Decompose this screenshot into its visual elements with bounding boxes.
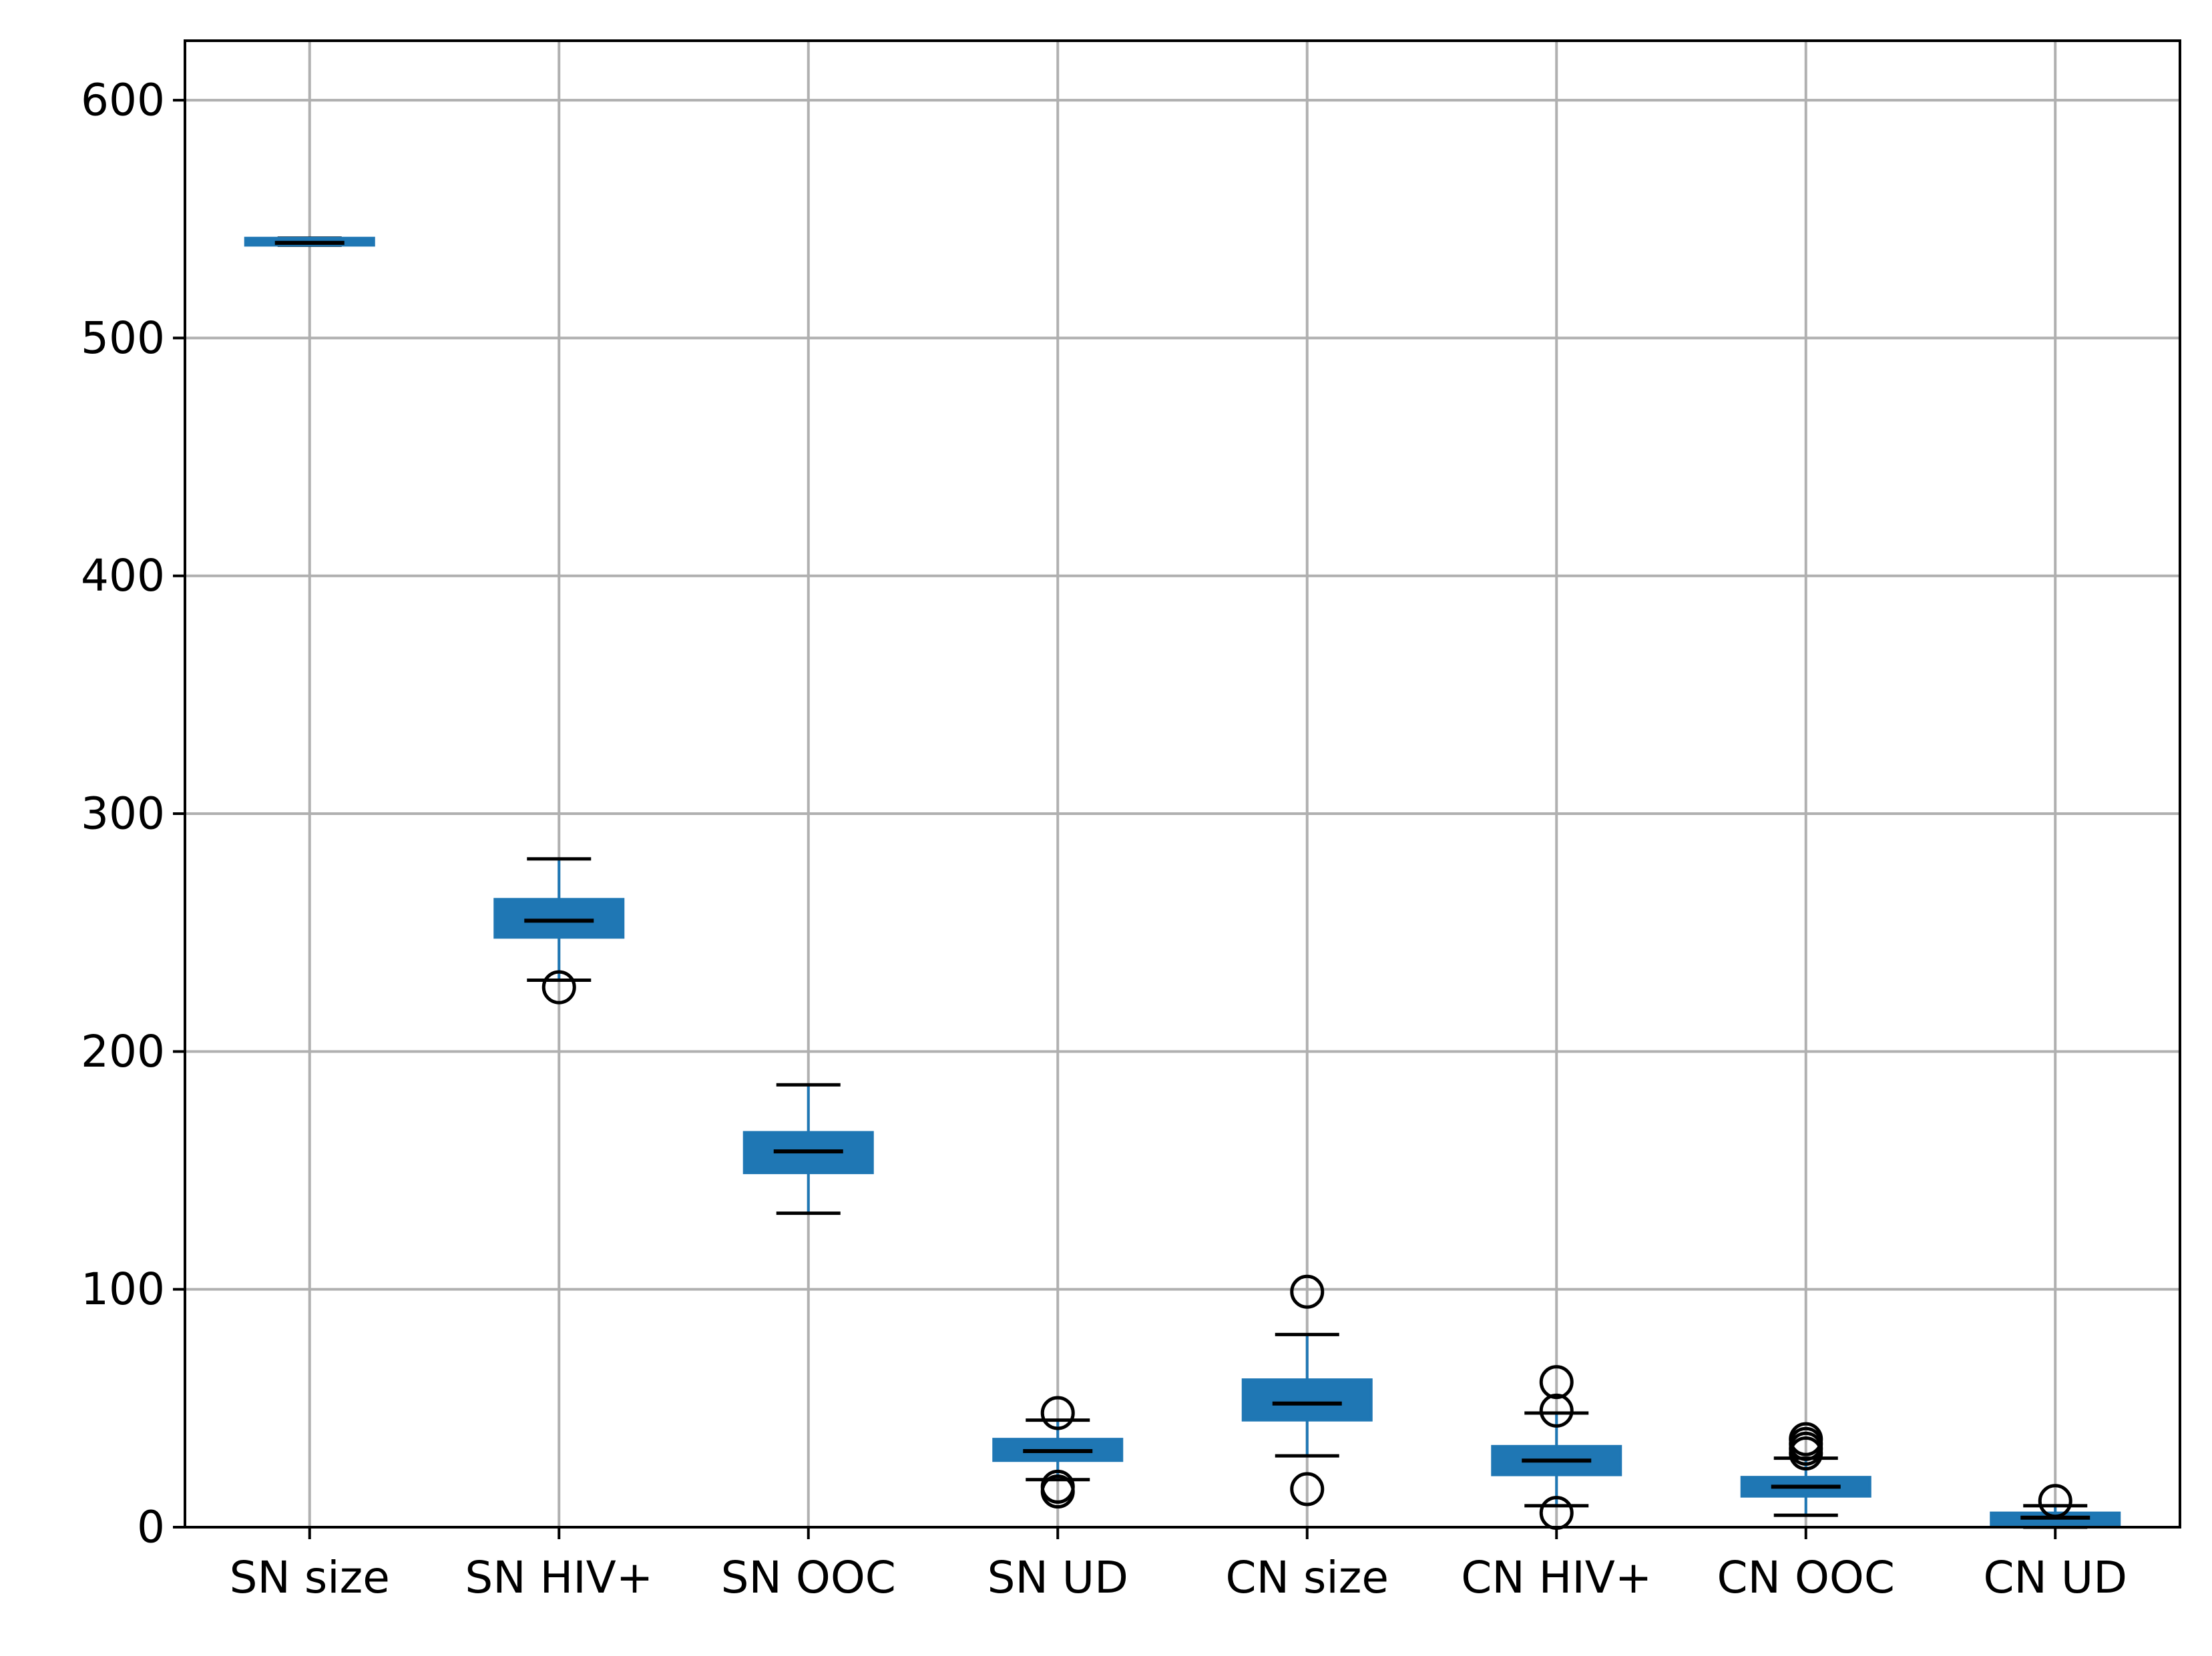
box-group-cn-size bbox=[1241, 1274, 1373, 1506]
y-tick-label: 400 bbox=[81, 550, 165, 601]
box-group-sn-hiv- bbox=[493, 857, 625, 1005]
outlier-point bbox=[1789, 1436, 1823, 1471]
x-tick-label: SN size bbox=[230, 1552, 390, 1603]
y-tick-label: 200 bbox=[81, 1026, 165, 1077]
box-body bbox=[493, 898, 625, 939]
outlier-point bbox=[1539, 1365, 1574, 1400]
box-group-sn-ud bbox=[992, 1396, 1124, 1509]
outlier-point bbox=[1040, 1396, 1075, 1430]
outlier-point bbox=[1539, 1393, 1574, 1428]
outlier-point bbox=[1290, 1472, 1325, 1506]
x-tick-label: CN size bbox=[1226, 1552, 1389, 1603]
y-tick-label: 500 bbox=[81, 312, 165, 364]
y-tick-label: 600 bbox=[81, 75, 165, 126]
x-tick-label: SN UD bbox=[987, 1552, 1128, 1603]
outlier-point bbox=[2038, 1484, 2072, 1519]
plot-frame bbox=[184, 39, 2181, 1529]
x-tick-label: SN OOC bbox=[721, 1552, 896, 1603]
box-group-cn-hiv- bbox=[1491, 1365, 1622, 1531]
outlier-point bbox=[1290, 1274, 1325, 1309]
grid-layer bbox=[185, 41, 2180, 1529]
y-tick-label: 100 bbox=[81, 1264, 165, 1315]
y-tick-label: 0 bbox=[137, 1502, 165, 1553]
axis-layer: 0 100 200 300 400 500 600 SN size SN HIV+ SN OOC S… bbox=[81, 39, 2181, 1603]
y-tick-label: 300 bbox=[81, 788, 165, 840]
x-tick-label: CN OOC bbox=[1717, 1552, 1895, 1603]
outlier-point bbox=[1040, 1474, 1075, 1509]
box-body bbox=[1241, 1378, 1373, 1422]
outlier-point bbox=[541, 970, 576, 1005]
x-tick-label: CN UD bbox=[1983, 1552, 2127, 1603]
box-group-sn-size bbox=[244, 236, 375, 247]
box-group-sn-ooc bbox=[742, 1083, 874, 1215]
box-group-cn-ooc bbox=[1740, 1422, 1871, 1517]
x-tick-label: CN HIV+ bbox=[1461, 1552, 1652, 1603]
box-layer bbox=[244, 236, 2121, 1531]
x-tick-label: SN HIV+ bbox=[465, 1552, 653, 1603]
box-body bbox=[1491, 1444, 1622, 1476]
